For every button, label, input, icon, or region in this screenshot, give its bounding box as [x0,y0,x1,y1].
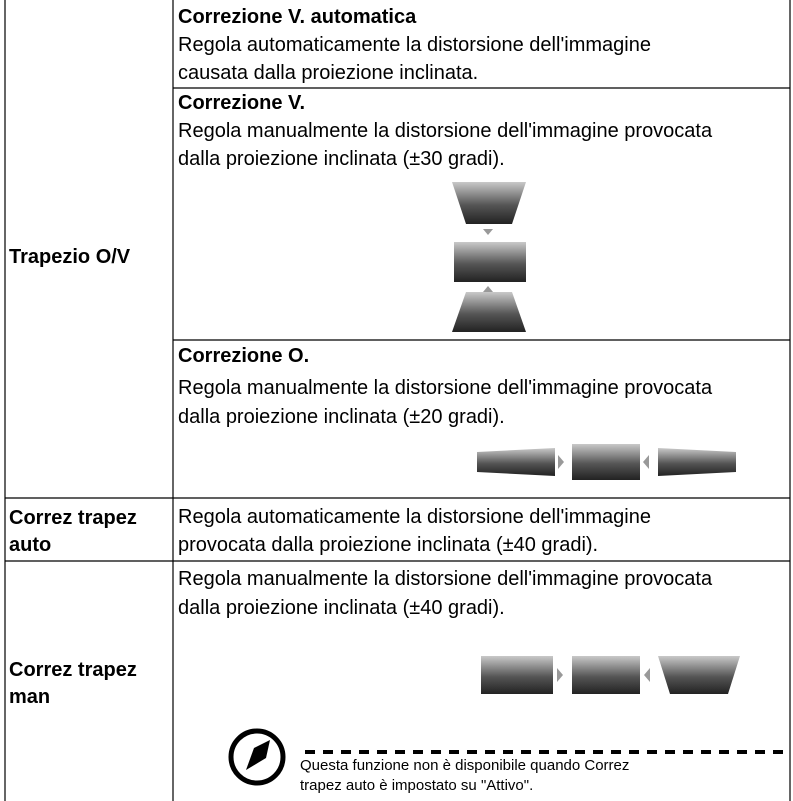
row-label: Correz trapez auto [9,507,137,556]
text-line: Regola manualmente la distorsione dell'i… [178,568,713,590]
section-heading: Correzione V. [178,92,306,114]
text-line: Regola automaticamente la distorsione de… [178,506,651,528]
section-heading: Correzione O. [178,345,310,367]
keystone-illustrations [452,182,740,694]
text-line: Regola manualmente la distorsione dell'i… [178,120,713,142]
text-line: provocata dalla proiezione inclinata (±4… [178,534,599,556]
text-line: dalla proiezione inclinata (±40 gradi). [178,597,505,619]
table-borders [4,0,791,801]
text-line: dalla proiezione inclinata (±20 gradi). [178,406,505,428]
text-line: Regola automaticamente la distorsione de… [178,34,651,56]
section-heading: Correzione V. automatica [178,6,417,28]
row-label: Correz trapez man [9,659,137,708]
text-line: causata dalla proiezione inclinata. [178,62,479,84]
note-line: Questa funzione non è disponibile quando… [300,757,630,774]
text-line: Regola manualmente la distorsione dell'i… [178,377,713,399]
text-line: dalla proiezione inclinata (±30 gradi). [178,148,505,170]
row-label: Trapezio O/V [9,246,131,268]
note-line: trapez auto è impostato su "Attivo". [300,777,534,794]
note-icon [228,728,790,786]
